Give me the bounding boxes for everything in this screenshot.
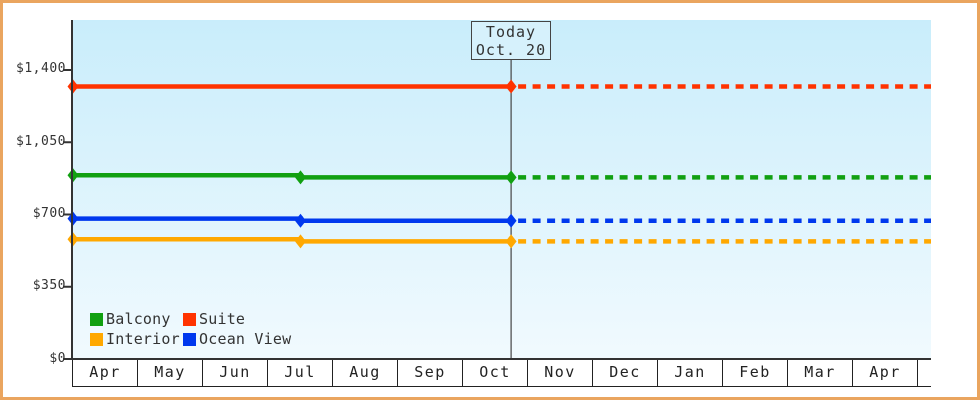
month-cell: Aug — [333, 360, 398, 386]
today-label: Today — [485, 23, 537, 41]
month-cell: Dec — [593, 360, 658, 386]
ocean-view-color-swatch — [183, 332, 196, 346]
y-tick-label: $1,050 — [16, 134, 66, 149]
month-cell: Jul — [268, 360, 333, 386]
y-tick-label: $1,400 — [16, 61, 66, 76]
month-cell: Jan — [658, 360, 723, 386]
month-cell-empty — [918, 360, 931, 386]
legend-item-balcony: Balcony — [90, 310, 183, 328]
month-cell: Apr — [853, 360, 918, 386]
legend-item-ocean-view: Ocean View — [183, 330, 292, 348]
data-point-interior — [295, 234, 306, 249]
data-point-ocean-view — [295, 213, 306, 228]
series-line-interior — [73, 237, 512, 244]
legend-item-interior: Interior — [90, 330, 183, 348]
month-cell: Apr — [73, 360, 138, 386]
data-point-interior — [505, 234, 517, 249]
data-point-ocean-view — [505, 213, 517, 228]
y-tick-label: $700 — [32, 206, 66, 221]
data-point-suite — [505, 79, 517, 94]
interior-color-swatch — [90, 332, 103, 346]
legend-label: Interior — [106, 330, 180, 348]
data-point-balcony — [505, 170, 517, 185]
legend-label: Ocean View — [199, 330, 292, 348]
suite-color-swatch — [183, 312, 196, 326]
month-cell: Oct — [463, 360, 528, 386]
month-cell: Feb — [723, 360, 788, 386]
legend-label: Balcony — [106, 310, 171, 328]
series-layer — [63, 59, 931, 360]
data-point-balcony — [295, 170, 306, 185]
month-cell: Nov — [528, 360, 593, 386]
month-axis: Apr May Jun Jul Aug Sep Oct Nov Dec Jan … — [72, 360, 931, 387]
y-tick-label: $350 — [32, 278, 66, 293]
month-cell: Sep — [398, 360, 463, 386]
plot-area — [73, 20, 931, 359]
month-cell: Mar — [788, 360, 853, 386]
today-date: Oct. 20 — [475, 41, 547, 59]
month-cell: Jun — [203, 360, 268, 386]
series-line-balcony — [73, 173, 512, 180]
balcony-color-swatch — [90, 312, 103, 326]
series-line-ocean-view — [73, 216, 512, 223]
legend-label: Suite — [199, 310, 246, 328]
month-cell: May — [138, 360, 203, 386]
y-tick-label: $0 — [49, 351, 66, 366]
legend-item-suite: Suite — [183, 310, 291, 328]
legend: Balcony Suite Interior Ocean View — [90, 310, 292, 348]
today-annotation-box: Today Oct. 20 — [471, 21, 551, 60]
